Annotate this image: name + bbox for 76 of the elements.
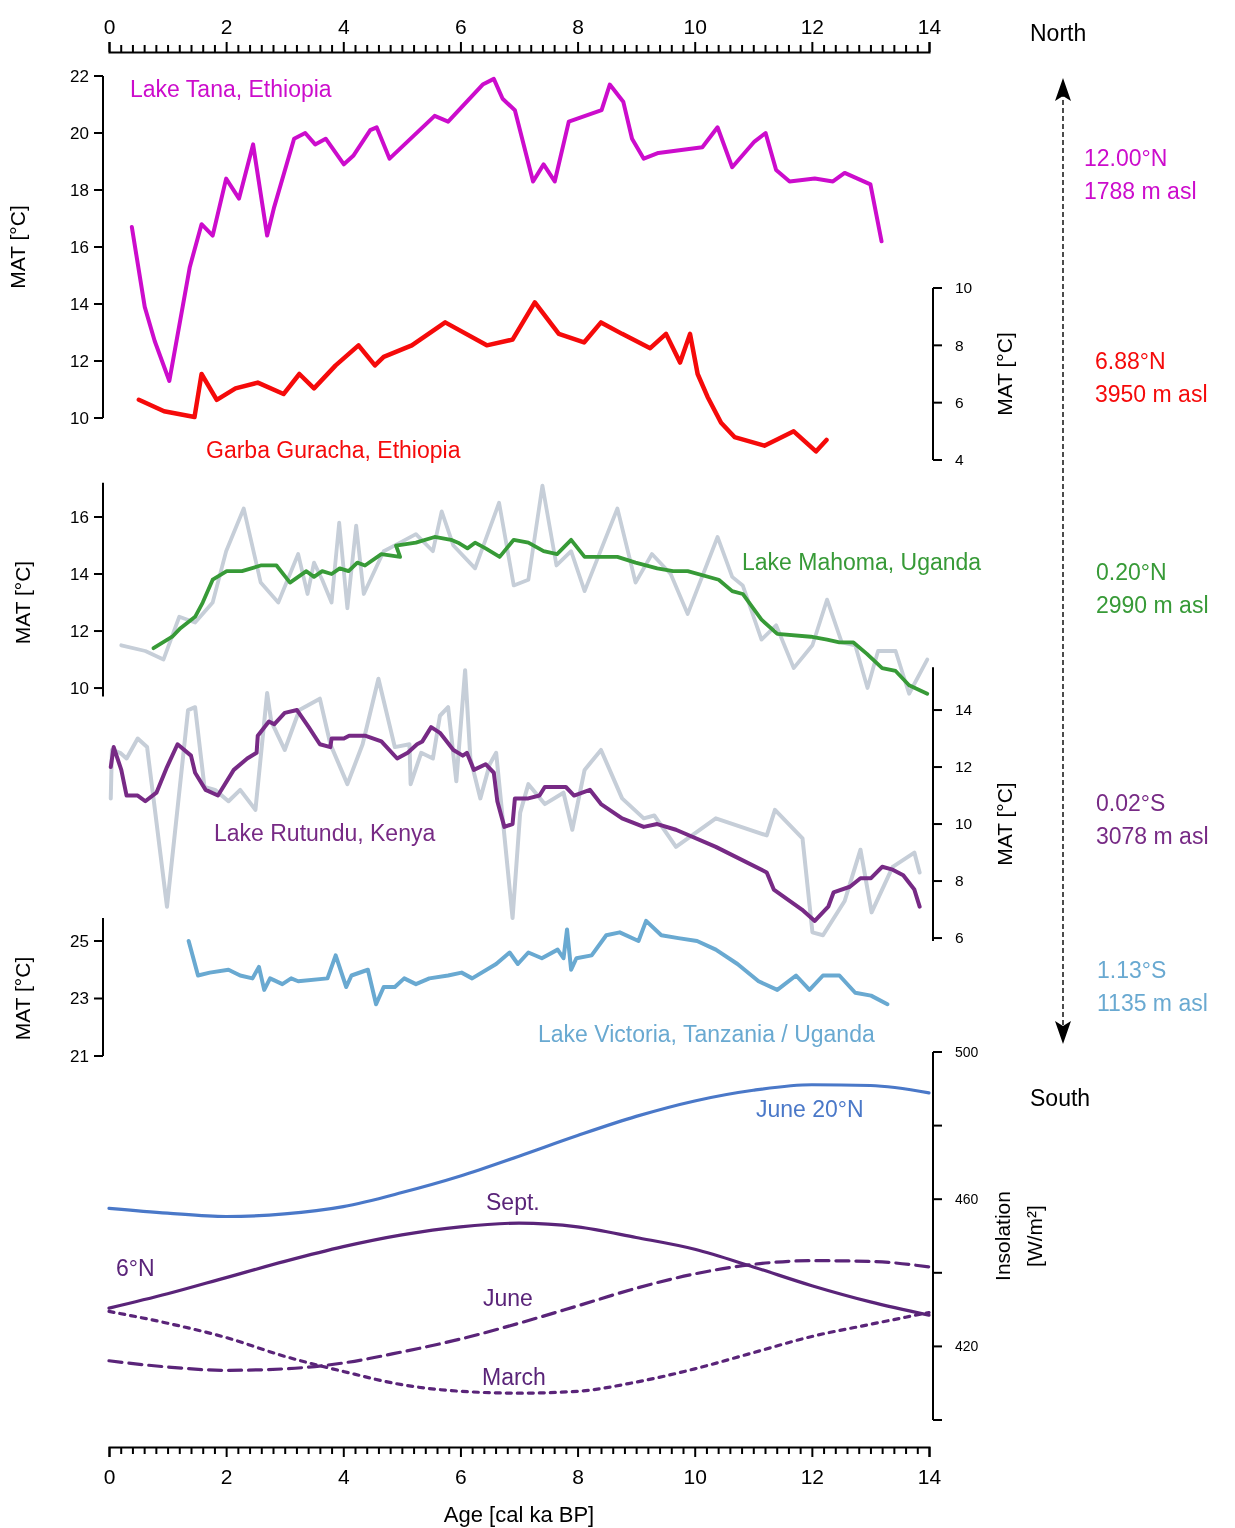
y-tick-label: 500 [955,1043,979,1060]
y-tick-label: 10 [70,408,89,428]
y-tick-label: 23 [70,989,89,1009]
x-tick-label: 8 [572,15,584,38]
y-tick-label: 420 [955,1338,979,1355]
y-tick-label: 12 [70,351,89,371]
y-tick-label: 460 [955,1191,979,1208]
x-tick-label: 14 [917,1464,942,1488]
text: 12.00°N [1084,145,1168,171]
y-tick-label: 20 [70,123,89,143]
y-axis-title: MAT [°C] [993,332,1016,416]
series-label: Lake Mahoma, Uganda [742,549,982,575]
y-tick-label: 25 [70,931,89,951]
y-tick-label: 16 [70,507,89,527]
line-series [108,668,922,938]
y-tick-label: 4 [955,451,964,469]
series-label: Lake Victoria, Tanzania / Uganda [538,1021,875,1047]
y-axis-title: MAT [°C] [993,782,1016,866]
line-series [108,708,922,923]
text: 2990 m asl [1096,592,1209,618]
y-axis-title: Insolation [W/m²] [991,1191,1046,1281]
text: 0.02°S [1096,790,1166,816]
y-tick-label: 10 [955,279,973,297]
text: North [1030,20,1087,46]
series-label: Sept. [486,1189,540,1215]
y-tick-label: 14 [70,294,89,314]
line-series [107,1083,931,1219]
annotation: 6°N [116,1255,155,1281]
x-tick-label: 10 [683,15,707,38]
series-label: March [482,1364,546,1390]
y-tick-label: 6 [955,929,964,947]
text: 3078 m asl [1096,823,1209,849]
x-tick-label: 12 [800,1464,825,1488]
y-tick-label: 8 [955,336,964,354]
x-tick-label: 12 [800,15,825,38]
series-label: Garba Guracha, Ethiopia [206,437,461,463]
y-tick-label: 10 [955,815,973,833]
x-tick-label: 6 [455,1464,467,1488]
y-tick-label: 8 [955,872,964,890]
text: 6.88°N [1095,348,1166,374]
y-tick-label: 14 [70,564,89,584]
y-tick-label: 10 [70,679,89,698]
y-axis-title: MAT [°C] [11,956,34,1041]
y-tick-label: 22 [70,66,89,86]
text: 1.13°S [1097,957,1167,983]
x-tick-label: 4 [337,1464,350,1488]
y-axis-title: MAT [°C] [11,560,34,645]
text: 1135 m asl [1097,990,1208,1016]
text: South [1030,1085,1091,1111]
y-tick-label: 21 [70,1046,89,1066]
x-tick-label: 0 [103,1464,116,1488]
line-series [186,918,890,1007]
x-tick-label: 8 [572,1464,584,1488]
y-tick-label: 12 [955,758,973,776]
y-tick-label: 16 [70,237,89,257]
y-tick-label: 14 [955,701,973,719]
text: 3950 m asl [1095,381,1208,407]
series-label: June 20°N [756,1096,864,1122]
y-tick-label: 12 [70,621,89,641]
line-series [129,76,884,383]
text: 0.20°N [1096,559,1167,585]
y-axis-title: MAT [°C] [6,205,29,289]
x-axis-title: Age [cal ka BP] [443,1502,595,1527]
y-tick-label: 6 [955,394,964,412]
y-tick-label: 18 [70,180,89,200]
x-tick-label: 2 [220,1464,233,1488]
x-tick-label: 14 [917,15,942,38]
x-tick-label: 4 [337,15,350,38]
text: 1788 m asl [1084,178,1197,204]
x-tick-label: 0 [103,15,116,38]
x-tick-label: 2 [220,15,233,38]
series-label: Lake Tana, Ethiopia [130,76,332,102]
x-tick-label: 6 [455,15,467,38]
series-label: June [483,1285,533,1311]
series-label: Lake Rutundu, Kenya [214,820,436,846]
x-tick-label: 10 [683,1464,707,1488]
